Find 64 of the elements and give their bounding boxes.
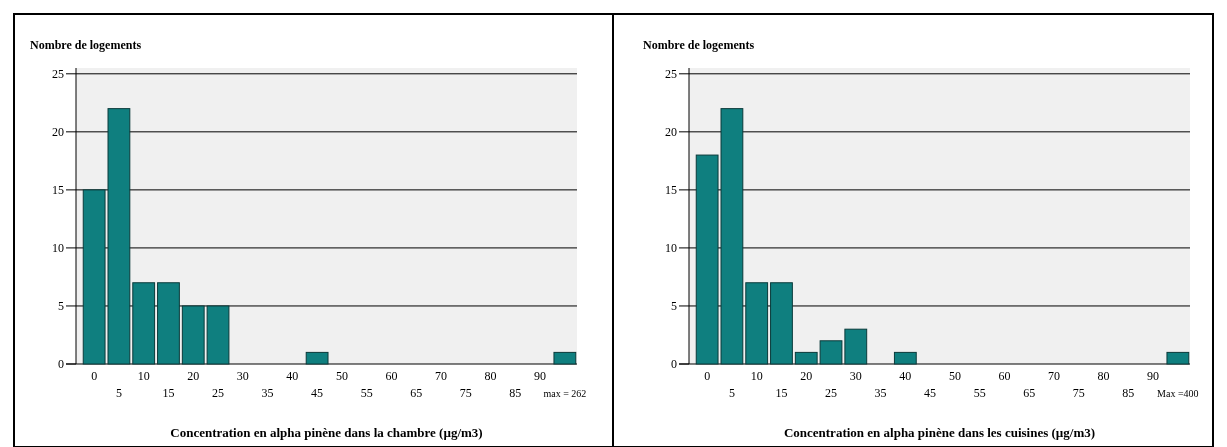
x-tick-label: 70 bbox=[434, 369, 447, 383]
y-tick-label: 25 bbox=[52, 67, 64, 81]
x-tick-label: max = 262 bbox=[543, 388, 587, 399]
y-tick-label: 25 bbox=[665, 67, 677, 81]
x-tick-label: 5 bbox=[728, 386, 735, 400]
y-tick-label: 0 bbox=[58, 357, 64, 372]
x-tick-label: 40 bbox=[286, 369, 299, 383]
x-tick-label: 5 bbox=[115, 386, 122, 400]
x-tick-label: 75 bbox=[459, 386, 472, 400]
x-tick-label: 55 bbox=[973, 386, 986, 400]
bar bbox=[1166, 351, 1190, 365]
y-tick-label: 15 bbox=[665, 183, 677, 198]
x-tick-label: 80 bbox=[1097, 369, 1110, 383]
x-axis-title: Concentration en alpha pinène dans les cuisines (µg/m3) bbox=[783, 425, 1096, 440]
x-tick-label: 70 bbox=[1047, 369, 1060, 383]
x-tick-label: 20 bbox=[187, 369, 200, 383]
x-tick-label: 90 bbox=[1147, 369, 1160, 383]
x-tick-label: 25 bbox=[212, 386, 225, 400]
x-tick-label: 0 bbox=[704, 369, 711, 383]
y-tick-label: 15 bbox=[52, 183, 64, 198]
x-tick-label: 30 bbox=[849, 369, 862, 383]
x-tick-label: 65 bbox=[1023, 386, 1036, 400]
x-tick-label: 75 bbox=[1072, 386, 1085, 400]
x-tick-label: 30 bbox=[236, 369, 249, 383]
x-tick-label: 45 bbox=[311, 386, 324, 400]
x-tick-label: 65 bbox=[410, 386, 423, 400]
x-axis-title: Concentration en alpha pinène dans la chambre (µg/m3) bbox=[170, 425, 483, 440]
bar bbox=[553, 351, 577, 365]
x-tick-label: 85 bbox=[1122, 386, 1135, 400]
y-axis-title: Nombre de logements bbox=[30, 38, 142, 52]
bar bbox=[157, 282, 180, 365]
y-tick-label: 5 bbox=[671, 299, 677, 314]
x-tick-label: 15 bbox=[775, 386, 788, 400]
x-tick-label: 60 bbox=[998, 369, 1011, 383]
x-tick-label: 85 bbox=[509, 386, 522, 400]
x-tick-label: 50 bbox=[335, 369, 348, 383]
y-tick-label: 20 bbox=[665, 125, 677, 140]
x-tick-label: 10 bbox=[137, 369, 150, 383]
bar bbox=[745, 282, 769, 365]
x-tick-label: 10 bbox=[750, 369, 763, 383]
x-tick-label: 45 bbox=[924, 386, 937, 400]
bar bbox=[893, 351, 917, 365]
y-tick-label: 10 bbox=[52, 241, 64, 256]
y-tick-label: 20 bbox=[52, 125, 64, 140]
x-tick-label: 90 bbox=[534, 369, 547, 383]
x-tick-label: 40 bbox=[899, 369, 912, 383]
x-tick-label: 35 bbox=[261, 386, 274, 400]
bar bbox=[305, 351, 329, 365]
x-tick-label: 25 bbox=[825, 386, 838, 400]
x-tick-label: 15 bbox=[162, 386, 175, 400]
x-tick-label: Max =400 bbox=[1157, 388, 1199, 399]
y-tick-label: 10 bbox=[665, 241, 677, 256]
x-tick-label: 20 bbox=[800, 369, 813, 383]
bar bbox=[770, 282, 793, 365]
x-tick-label: 55 bbox=[360, 386, 373, 400]
y-tick-label: 5 bbox=[58, 299, 64, 314]
x-tick-label: 50 bbox=[948, 369, 961, 383]
y-tick-label: 0 bbox=[671, 357, 677, 372]
x-tick-label: 80 bbox=[484, 369, 497, 383]
y-axis-title: Nombre de logements bbox=[643, 38, 755, 52]
x-tick-label: 0 bbox=[91, 369, 98, 383]
bar bbox=[132, 282, 156, 365]
x-tick-label: 60 bbox=[385, 369, 398, 383]
x-tick-label: 35 bbox=[874, 386, 887, 400]
